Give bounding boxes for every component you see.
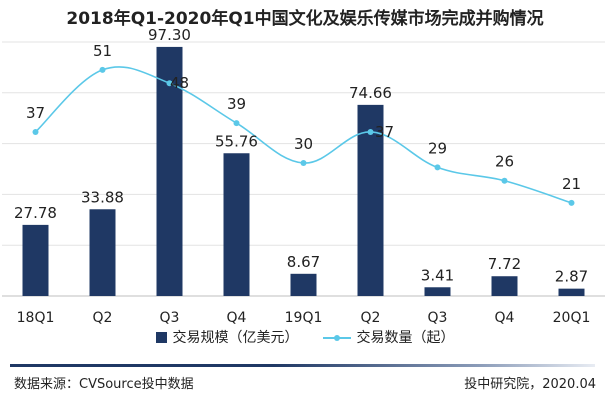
bar-value-label: 55.76 bbox=[215, 132, 258, 150]
legend: 交易规模（亿美元） 交易数量（起） bbox=[0, 327, 610, 347]
bar-2 bbox=[156, 46, 183, 296]
bar-value-label: 33.88 bbox=[81, 188, 124, 206]
bar-value-label: 2.87 bbox=[555, 268, 588, 286]
line-point-6 bbox=[434, 164, 441, 171]
bar-value-label: 74.66 bbox=[349, 84, 392, 102]
data-labels: 27.78 33.88 97.30 55.76 8.67 74.66 3.41 7.72 2.8… bbox=[14, 26, 588, 286]
x-tick-label: Q3 bbox=[428, 310, 448, 326]
bar-value-label: 7.72 bbox=[488, 255, 521, 273]
bar-5 bbox=[357, 104, 384, 297]
bar-series bbox=[22, 46, 585, 297]
line-value-label: 37 bbox=[26, 104, 45, 122]
bar-value-label: 3.41 bbox=[421, 266, 454, 284]
legend-item-bar: 交易规模（亿美元） bbox=[155, 327, 299, 347]
bar-value-label: 97.30 bbox=[148, 26, 191, 44]
legend-line-swatch bbox=[322, 332, 351, 343]
legend-label-bar: 交易规模（亿美元） bbox=[172, 330, 299, 346]
x-tick-label: Q2 bbox=[361, 310, 381, 326]
x-tick-label: 20Q1 bbox=[553, 310, 591, 326]
line-value-label: 29 bbox=[428, 139, 447, 157]
bar-6 bbox=[424, 287, 451, 296]
line-value-label: 26 bbox=[495, 153, 514, 171]
footer-divider bbox=[10, 364, 595, 367]
line-point-0 bbox=[32, 128, 39, 135]
bar-value-label: 27.78 bbox=[14, 204, 57, 222]
x-axis-ticks: 18Q1 Q2 Q3 Q4 19Q1 Q2 Q3 Q4 20Q1 bbox=[17, 310, 591, 326]
line-value-label: 48 bbox=[170, 74, 189, 92]
bar-3 bbox=[223, 153, 250, 296]
line-point-2 bbox=[166, 80, 173, 87]
line-point-5 bbox=[367, 128, 374, 135]
x-tick-label: Q4 bbox=[227, 310, 247, 326]
x-tick-label: Q3 bbox=[160, 310, 180, 326]
line-value-label: 30 bbox=[294, 135, 313, 153]
line-value-label: 39 bbox=[227, 95, 246, 113]
legend-bar-swatch bbox=[155, 331, 167, 343]
line-point-3 bbox=[233, 120, 240, 127]
bar-value-label: 8.67 bbox=[287, 253, 320, 271]
combo-chart: 27.78 33.88 97.30 55.76 8.67 74.66 3.41 7.72 2.8… bbox=[2, 26, 605, 326]
x-tick-label: 18Q1 bbox=[17, 310, 55, 326]
x-tick-label: Q4 bbox=[495, 310, 515, 326]
legend-item-line: 交易数量（起） bbox=[322, 327, 455, 347]
data-source: 数据来源：CVSource投中数据 bbox=[14, 377, 194, 392]
report-credit: 投中研究院，2020.04 bbox=[464, 377, 596, 392]
line-point-7 bbox=[501, 177, 508, 184]
chart-title: 2018年Q1-2020年Q1中国文化及娱乐传媒市场完成并购情况 bbox=[66, 9, 544, 29]
line-value-label: 37 bbox=[375, 123, 394, 141]
legend-label-line: 交易数量（起） bbox=[356, 330, 455, 346]
line-series bbox=[32, 66, 575, 206]
line-value-label: 51 bbox=[93, 42, 112, 60]
line-point-8 bbox=[568, 199, 575, 206]
line-point-1 bbox=[99, 66, 106, 73]
bar-0 bbox=[22, 224, 49, 296]
bar-1 bbox=[89, 209, 116, 296]
x-tick-label: 19Q1 bbox=[285, 310, 323, 326]
bar-4 bbox=[290, 273, 317, 296]
bar-8 bbox=[558, 288, 585, 296]
line-value-label: 21 bbox=[562, 175, 581, 193]
line-point-4 bbox=[300, 160, 307, 166]
x-tick-label: Q2 bbox=[93, 310, 113, 326]
bar-7 bbox=[491, 276, 518, 296]
